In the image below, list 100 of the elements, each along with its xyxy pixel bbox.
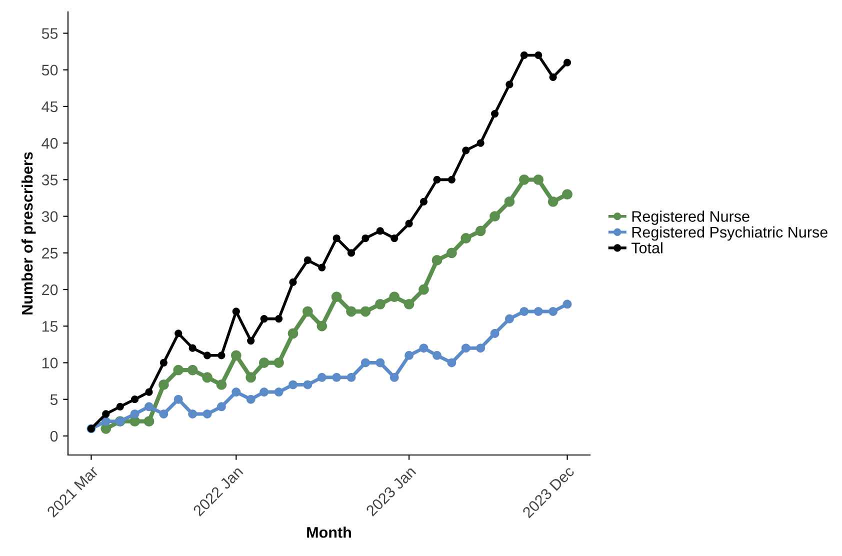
y-tick-label: 15 [42,321,58,332]
point [520,306,529,316]
point [160,358,168,367]
point [289,278,297,286]
point [258,358,270,368]
point [144,416,154,427]
x-axis-title: Month [307,526,351,538]
point [461,344,470,353]
point [346,306,356,317]
legend-label: Registered Psychiatric Nurse [632,226,828,241]
point [390,372,399,382]
point [303,380,312,390]
point [247,336,255,345]
y-tick-label: 30 [42,211,58,222]
point [389,292,400,302]
point [419,344,428,353]
point [174,394,183,404]
point [102,410,110,418]
point [347,249,356,257]
point [476,139,484,147]
point [549,73,557,81]
point [490,110,499,118]
point [446,248,457,258]
y-tick-label: 45 [42,101,58,112]
point [462,146,470,154]
point [302,306,313,317]
point [360,358,370,368]
point [188,409,198,419]
point [360,306,371,317]
point [562,300,572,309]
point [533,174,544,185]
point [232,388,241,397]
point [218,352,226,360]
point [101,416,110,426]
point [144,402,154,412]
point [260,388,269,397]
point [158,379,169,390]
point [475,226,486,236]
point [418,284,429,295]
point [506,80,514,88]
point [246,372,256,383]
point [174,330,182,338]
point [317,372,326,382]
point [504,314,514,324]
point [490,328,500,338]
legend-label: Registered Nurse [632,210,750,225]
y-tick-label: 10 [42,358,58,368]
point [405,220,413,228]
point [504,196,515,207]
y-tick-label: 35 [42,174,58,186]
point [332,372,342,382]
point [432,350,442,360]
point [346,372,356,382]
point [404,350,414,360]
y-tick-label: 20 [42,284,58,296]
point [173,364,184,376]
point [432,255,442,266]
point [187,364,198,376]
point [376,358,385,368]
point [203,352,212,360]
point [518,174,530,185]
point [130,409,140,419]
point [246,394,256,404]
point [534,51,542,60]
point [433,176,441,184]
point [202,409,212,419]
point [420,198,428,206]
y-tick-label: 50 [42,64,58,76]
point [260,314,268,323]
point [288,328,298,339]
point [216,402,226,412]
y-tick-label: 55 [42,28,58,39]
point [374,298,386,310]
y-axis-title: Number of prescribers [21,152,36,314]
point [274,314,283,323]
point [520,51,528,60]
point [548,306,558,316]
point [476,344,486,353]
point [460,233,472,244]
point [202,372,212,383]
point [390,234,398,242]
point [404,298,414,310]
point [316,320,328,332]
point [376,227,384,235]
point [288,380,298,390]
point [130,396,139,404]
point [448,176,456,184]
point [274,358,284,368]
point [562,189,572,200]
point [447,358,456,368]
point [230,350,242,361]
point [116,402,124,410]
y-tick-label: 25 [42,248,58,259]
point [548,196,558,207]
point [490,211,500,222]
point [232,308,240,316]
point [145,388,153,396]
point [216,379,227,390]
point [304,256,312,264]
point [534,306,543,316]
